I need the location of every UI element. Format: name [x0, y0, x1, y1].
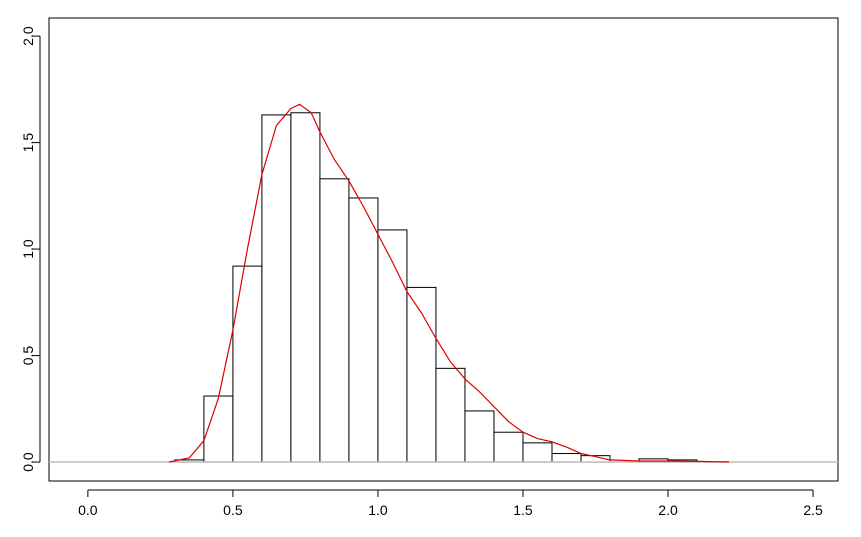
bar	[232, 265, 263, 463]
y-tick-label: 1.0	[20, 239, 36, 259]
x-tick-label: 0.5	[223, 502, 243, 518]
bar	[319, 178, 350, 463]
x-tick-label: 2.0	[658, 502, 678, 518]
bar	[290, 112, 321, 463]
x-tick-label: 1.0	[368, 502, 388, 518]
bar	[377, 229, 408, 463]
y-tick-label: 0.5	[20, 346, 36, 366]
bar	[522, 442, 553, 463]
y-tick-label: 1.5	[20, 133, 36, 153]
bar	[348, 197, 379, 463]
bar	[551, 453, 582, 463]
x-tick-label: 0.0	[78, 502, 98, 518]
plot-frame	[48, 17, 839, 482]
bar	[493, 431, 524, 463]
x-tick-label: 1.5	[513, 502, 533, 518]
x-tick-label: 2.5	[803, 502, 823, 518]
bar	[464, 410, 495, 463]
bar	[261, 114, 292, 463]
bar	[435, 367, 466, 463]
density-line	[168, 103, 729, 463]
y-tick-label: 2.0	[20, 26, 36, 46]
y-tick-label: 0.0	[20, 452, 36, 472]
